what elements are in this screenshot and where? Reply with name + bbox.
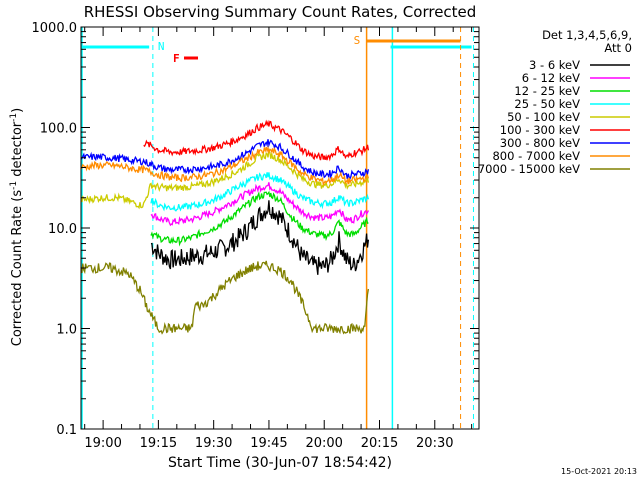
x-tick-label: 20:30	[416, 436, 453, 451]
x-tick-label: 20:15	[361, 436, 398, 451]
x-tick-label: 19:30	[195, 436, 232, 451]
series-line-4	[80, 149, 370, 210]
y-axis-label: Corrected Count Rate (s-1 detector-1)	[9, 108, 25, 346]
legend-label: 800 - 7000 keV	[492, 149, 580, 163]
chart-title: RHESSI Observing Summary Count Rates, Co…	[84, 3, 477, 21]
series-line-5	[143, 119, 370, 162]
y-tick-label: 0.1	[56, 423, 77, 438]
legend-label: 100 - 300 keV	[500, 123, 580, 137]
x-tick-label: 19:15	[140, 436, 177, 451]
series-line-3	[150, 172, 370, 212]
series-line-2	[150, 190, 369, 247]
series-line-8	[80, 260, 370, 335]
y-axis-label-sup2: -1	[9, 113, 19, 122]
series-layer	[80, 119, 370, 335]
x-tick-label: 19:00	[84, 436, 121, 451]
series-line-1	[150, 182, 369, 227]
flare-marker-label: F	[173, 52, 180, 65]
y-tick-label: 100.0	[40, 122, 77, 137]
x-axis-label: Start Time (30-Jun-07 18:54:42)	[168, 455, 392, 471]
night-marker-label: N	[158, 40, 165, 53]
y-tick-label: 10.0	[48, 222, 77, 237]
legend-label: 12 - 25 keV	[514, 84, 580, 98]
x-tick-label: 19:45	[250, 436, 287, 451]
y-tick-label: 1000.0	[32, 21, 78, 36]
y-axis-label-main: Corrected Count Rate (s	[10, 190, 25, 347]
x-tick-label: 20:00	[305, 436, 342, 451]
axes-layer: 0.1 1.0 10.0 100.0 1000.0 19:00 19:15 19:30 19:4…	[32, 21, 479, 451]
legend-header-line-1: Det 1,3,4,5,6,9,	[542, 28, 632, 42]
saa-marker-label: S	[354, 34, 361, 47]
series-line-0	[150, 200, 370, 275]
legend-label: 3 - 6 keV	[529, 58, 580, 72]
y-axis-label-sup1: -1	[9, 181, 19, 190]
legend-label: 25 - 50 keV	[514, 97, 580, 111]
plot-frame	[80, 26, 480, 430]
legend-label: 300 - 800 keV	[500, 136, 580, 150]
legend-header-line-2: Att 0	[604, 41, 632, 55]
y-axis-label-mid: detector	[10, 121, 25, 181]
legend-label: 7000 - 15000 keV	[478, 162, 580, 176]
y-tick-label: 1.0	[56, 323, 77, 338]
series-line-7	[80, 145, 370, 187]
legend-label: 6 - 12 keV	[522, 71, 580, 85]
footer-date: 15-Oct-2021 20:13	[561, 467, 637, 476]
annotations-layer: NF S	[81, 27, 474, 429]
legend-label: 50 - 100 keV	[507, 110, 580, 124]
y-axis-label-end: )	[10, 108, 25, 113]
series-line-6	[80, 139, 370, 181]
